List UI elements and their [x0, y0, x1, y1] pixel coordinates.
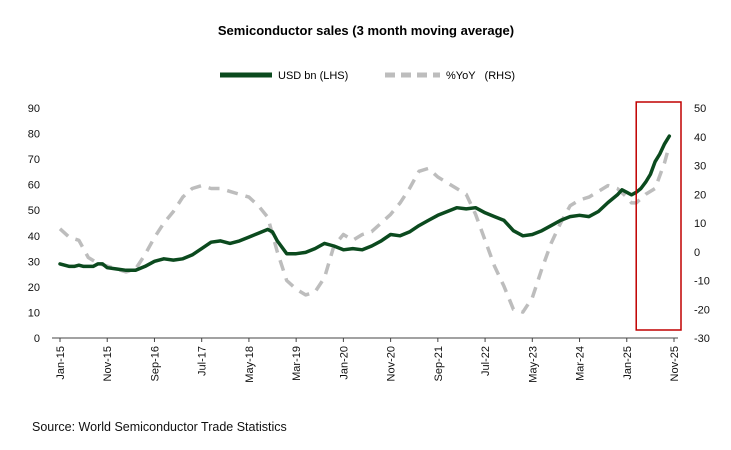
x-tick-label: Sep-16: [149, 346, 161, 381]
chart-title: Semiconductor sales (3 month moving aver…: [218, 23, 514, 38]
legend: USD bn (LHS) %YoY (RHS): [220, 70, 515, 82]
x-tick-label: Sep-21: [433, 346, 445, 381]
right-tick-label: -30: [694, 333, 710, 345]
x-tick-label: Nov-20: [386, 346, 398, 381]
right-tick-label: 40: [694, 132, 706, 144]
source-note: Source: World Semiconductor Trade Statis…: [32, 420, 287, 434]
x-tick-label: May-18: [244, 346, 256, 383]
series-line-usd: [58, 134, 672, 273]
right-tick-label: 20: [694, 189, 706, 201]
left-tick-label: 0: [34, 333, 40, 345]
left-tick-label: 30: [28, 256, 40, 268]
right-axis: -30 -20 -10 0 10 20 30 40 50: [694, 103, 710, 345]
series-line-yoy: [58, 144, 671, 314]
left-tick-label: 50: [28, 205, 40, 217]
chart: Semiconductor sales (3 month moving aver…: [28, 23, 710, 383]
x-tick-label: Mar-19: [291, 346, 303, 381]
x-tick-label: Jan-15: [55, 346, 67, 380]
x-axis: Jan-15 Nov-15 Sep-16 Jul-17 May-18 Mar-19 Jan-…: [52, 337, 681, 383]
left-tick-label: 20: [28, 282, 40, 294]
x-tick-label: Jan-25: [622, 346, 634, 380]
right-tick-label: 30: [694, 161, 706, 173]
x-tick-label: Nov-15: [102, 346, 114, 381]
left-tick-label: 60: [28, 180, 40, 192]
right-tick-label: 50: [694, 103, 706, 115]
x-tick-label: Nov-25: [669, 346, 681, 381]
right-tick-label: 10: [694, 218, 706, 230]
highlight-box: [635, 101, 682, 331]
annotation-layer: [635, 101, 682, 331]
right-tick-label: -20: [694, 304, 710, 316]
left-tick-label: 10: [28, 307, 40, 319]
legend-label-usd: USD bn (LHS): [278, 70, 348, 82]
x-tick-label: Jul-17: [197, 346, 209, 376]
x-tick-label: Jul-22: [480, 346, 492, 376]
x-tick-label: May-23: [527, 346, 539, 383]
right-tick-label: -10: [694, 276, 710, 288]
left-tick-label: 40: [28, 231, 40, 243]
legend-label-yoy: %YoY (RHS): [446, 70, 515, 82]
x-tick-label: Jan-20: [338, 346, 350, 380]
left-axis: 0 10 20 30 40 50 60 70 80 90: [28, 103, 40, 345]
right-tick-label: 0: [694, 247, 700, 259]
left-tick-label: 70: [28, 154, 40, 166]
left-tick-label: 90: [28, 103, 40, 115]
left-tick-label: 80: [28, 129, 40, 141]
x-tick-label: Mar-24: [575, 346, 587, 381]
plot-area: [58, 134, 672, 314]
